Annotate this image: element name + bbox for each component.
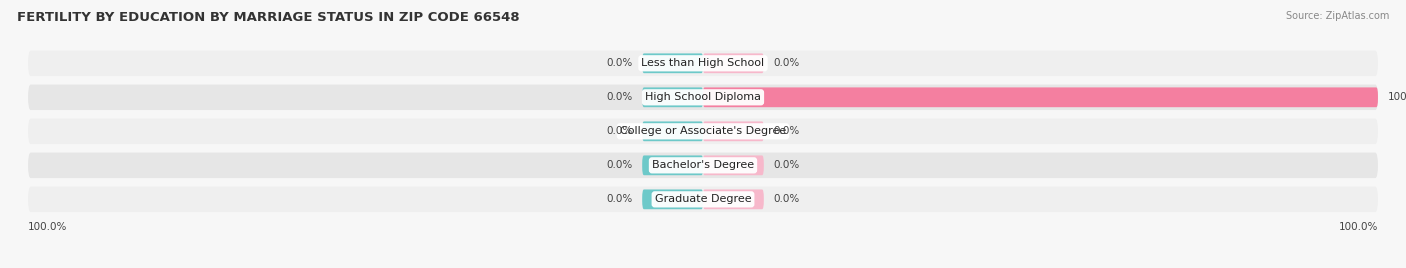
FancyBboxPatch shape bbox=[28, 84, 1378, 110]
Text: Source: ZipAtlas.com: Source: ZipAtlas.com bbox=[1285, 11, 1389, 21]
Text: 0.0%: 0.0% bbox=[606, 58, 633, 68]
FancyBboxPatch shape bbox=[28, 118, 1378, 144]
Text: Bachelor's Degree: Bachelor's Degree bbox=[652, 160, 754, 170]
Text: 0.0%: 0.0% bbox=[606, 126, 633, 136]
Text: 0.0%: 0.0% bbox=[773, 58, 800, 68]
FancyBboxPatch shape bbox=[643, 53, 703, 73]
Text: 100.0%: 100.0% bbox=[1388, 92, 1406, 102]
FancyBboxPatch shape bbox=[28, 51, 1378, 76]
FancyBboxPatch shape bbox=[643, 121, 703, 141]
FancyBboxPatch shape bbox=[643, 87, 703, 107]
Text: 0.0%: 0.0% bbox=[606, 194, 633, 204]
FancyBboxPatch shape bbox=[643, 189, 703, 209]
Text: 0.0%: 0.0% bbox=[773, 126, 800, 136]
Text: Graduate Degree: Graduate Degree bbox=[655, 194, 751, 204]
FancyBboxPatch shape bbox=[28, 152, 1378, 178]
FancyBboxPatch shape bbox=[28, 187, 1378, 212]
FancyBboxPatch shape bbox=[643, 155, 703, 175]
FancyBboxPatch shape bbox=[703, 121, 763, 141]
Text: High School Diploma: High School Diploma bbox=[645, 92, 761, 102]
Text: 0.0%: 0.0% bbox=[606, 160, 633, 170]
Text: FERTILITY BY EDUCATION BY MARRIAGE STATUS IN ZIP CODE 66548: FERTILITY BY EDUCATION BY MARRIAGE STATU… bbox=[17, 11, 519, 24]
Text: Less than High School: Less than High School bbox=[641, 58, 765, 68]
Text: College or Associate's Degree: College or Associate's Degree bbox=[620, 126, 786, 136]
FancyBboxPatch shape bbox=[703, 87, 1378, 107]
FancyBboxPatch shape bbox=[703, 189, 763, 209]
FancyBboxPatch shape bbox=[703, 155, 763, 175]
Text: 0.0%: 0.0% bbox=[606, 92, 633, 102]
FancyBboxPatch shape bbox=[703, 53, 763, 73]
Text: 0.0%: 0.0% bbox=[773, 194, 800, 204]
Text: 100.0%: 100.0% bbox=[28, 222, 67, 232]
Text: 100.0%: 100.0% bbox=[1339, 222, 1378, 232]
Text: 0.0%: 0.0% bbox=[773, 160, 800, 170]
